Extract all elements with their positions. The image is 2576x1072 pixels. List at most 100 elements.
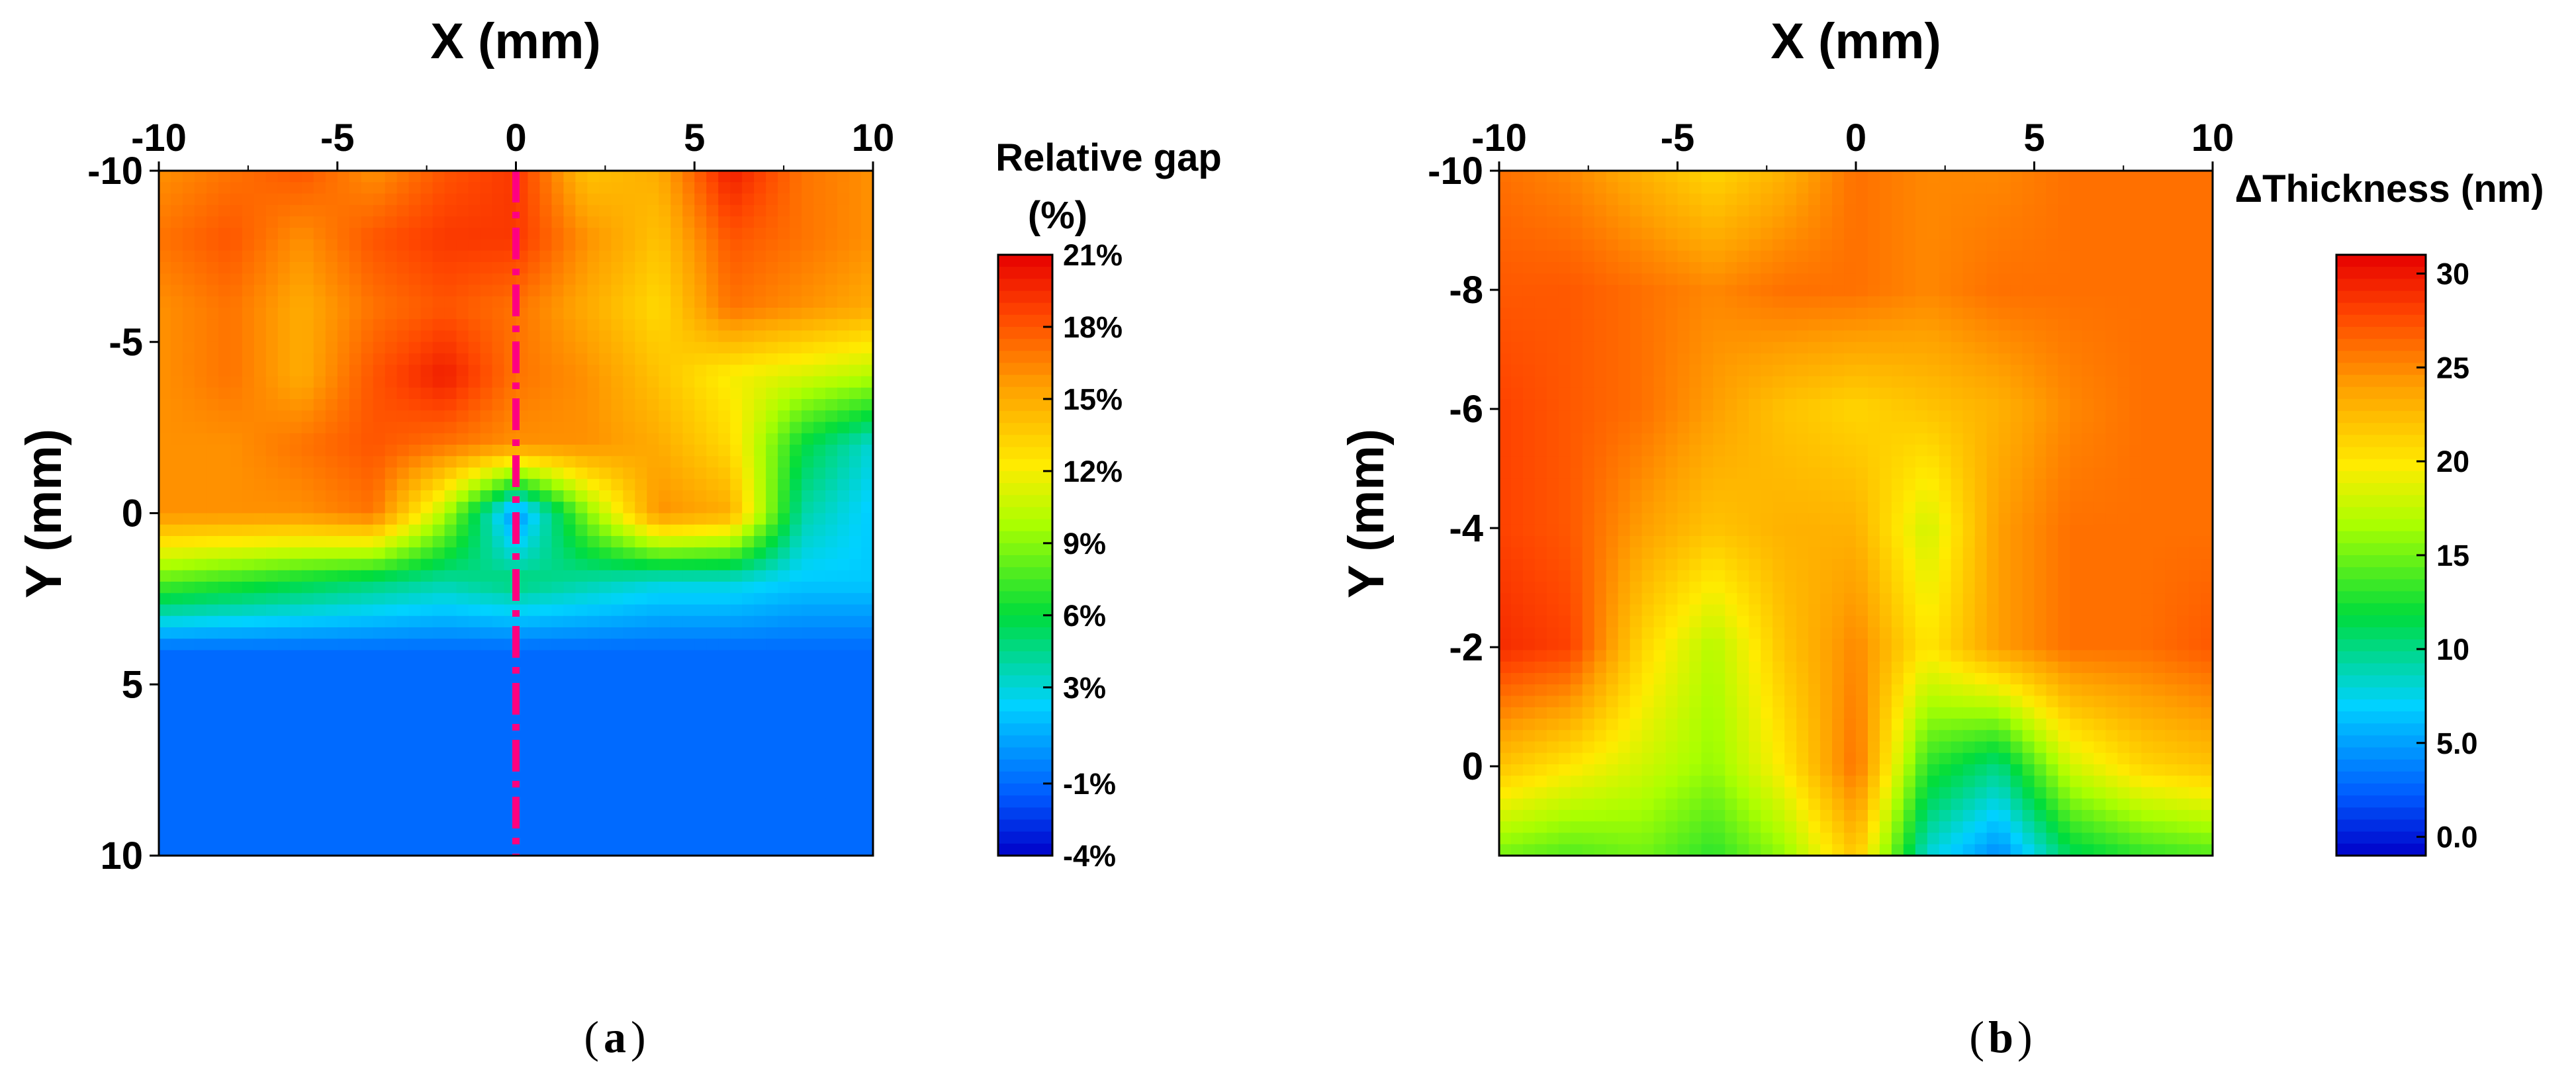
panel-a-heatmap-cell — [754, 193, 766, 206]
panel-a-heatmap-cell — [349, 262, 362, 275]
panel-b-heatmap-cell — [2117, 399, 2131, 412]
panel-a-heatmap-cell — [265, 787, 279, 799]
panel-b-heatmap-cell — [1784, 216, 1797, 229]
panel-a-heatmap-cell — [599, 707, 612, 719]
panel-a-colorbar-band — [998, 386, 1052, 400]
panel-a-heatmap-cell — [480, 547, 493, 560]
panel-a-heatmap-cell — [325, 308, 338, 320]
panel-a-heatmap-cell — [194, 456, 207, 469]
panel-b-heatmap-cell — [1522, 365, 1536, 377]
panel-a-heatmap-cell — [194, 433, 207, 445]
panel-b-heatmap-cell — [1761, 410, 1774, 423]
panel-a-heatmap-cell — [230, 821, 243, 834]
panel-a-heatmap-cell — [182, 387, 195, 400]
panel-a-heatmap-cell — [861, 741, 873, 754]
panel-a-heatmap-cell — [349, 764, 362, 777]
panel-b-heatmap-cell — [1665, 353, 1679, 366]
panel-a-heatmap-cell — [539, 604, 553, 617]
panel-a-heatmap-cell — [492, 319, 505, 332]
panel-a-heatmap-cell — [206, 798, 219, 811]
panel-a-colorbar-band — [998, 627, 1052, 640]
panel-a-heatmap-cell — [647, 341, 660, 354]
panel-b-heatmap-cell — [1653, 228, 1667, 240]
panel-a-heatmap-cell — [563, 502, 576, 514]
panel-a-heatmap-cell — [623, 730, 636, 742]
panel-a-heatmap-cell — [337, 832, 350, 845]
panel-a-heatmap-cell — [682, 330, 696, 343]
panel-a-heatmap-cell — [825, 308, 838, 320]
panel-a-heatmap-cell — [575, 752, 588, 765]
panel-a-heatmap-cell — [790, 308, 802, 320]
panel-a-heatmap-cell — [563, 547, 576, 560]
panel-a-heatmap-cell — [682, 341, 696, 354]
panel-a-heatmap-cell — [206, 308, 219, 320]
panel-a-heatmap-cell — [182, 171, 195, 183]
panel-a-heatmap-cell — [289, 445, 302, 457]
panel-b-heatmap-cell — [1772, 228, 1785, 240]
panel-a-heatmap-cell — [468, 228, 481, 240]
panel-a-heatmap-cell — [289, 467, 302, 480]
panel-b-heatmap-cell — [1713, 308, 1726, 320]
panel-a-heatmap-cell — [694, 593, 708, 605]
panel-a-heatmap-cell — [837, 445, 850, 457]
panel-a-heatmap-cell — [504, 330, 517, 343]
panel-a-heatmap-cell — [849, 684, 862, 697]
panel-a-heatmap-cell — [456, 456, 469, 469]
panel-a-heatmap-cell — [790, 273, 802, 286]
panel-a-heatmap-cell — [182, 182, 195, 195]
panel-b-heatmap-cell — [1701, 341, 1714, 354]
panel-a-colorbar-band — [998, 398, 1052, 412]
panel-a-heatmap-cell — [468, 787, 481, 799]
panel-a-heatmap-cell — [802, 661, 814, 674]
panel-a-heatmap-cell — [373, 467, 386, 480]
panel-a-heatmap-cell — [277, 513, 291, 525]
panel-a-heatmap-cell — [242, 490, 255, 503]
panel-a-heatmap-cell — [289, 273, 302, 286]
panel-a-heatmap-cell — [754, 650, 766, 662]
panel-b-heatmap-cell — [1808, 296, 1821, 308]
panel-a-heatmap-cell — [325, 821, 338, 834]
panel-b-heatmap-cell — [2082, 296, 2095, 308]
panel-a-colorbar-band — [998, 615, 1052, 628]
panel-a-heatmap-cell — [825, 547, 838, 560]
panel-a-heatmap-cell — [790, 536, 802, 549]
panel-a-heatmap-cell — [385, 262, 398, 275]
panel-a-heatmap-cell — [265, 308, 279, 320]
panel-a-heatmap-cell — [159, 228, 171, 240]
panel-a-heatmap-cell — [706, 582, 719, 594]
panel-a-heatmap-cell — [444, 776, 457, 788]
panel-a-heatmap-cell — [563, 604, 576, 617]
panel-b-heatmap-cell — [1594, 308, 1607, 320]
panel-a-heatmap-cell — [265, 582, 279, 594]
panel-a-heatmap-cell — [170, 844, 183, 856]
panel-a-heatmap-cell — [802, 844, 814, 856]
panel-a-heatmap-cell — [456, 467, 469, 480]
panel-a-heatmap-cell — [301, 730, 314, 742]
panel-a-heatmap-cell — [611, 741, 624, 754]
panel-a-heatmap-cell — [766, 764, 778, 777]
panel-a-heatmap-cell — [218, 798, 231, 811]
panel-b-heatmap-cell — [1998, 204, 2011, 217]
panel-a-heatmap-cell — [206, 673, 219, 686]
panel-b-heatmap-cell — [1582, 376, 1595, 388]
panel-b-heatmap-cell — [1796, 262, 1809, 275]
panel-a-heatmap-cell — [837, 615, 850, 628]
panel-b-heatmap-cell — [1998, 399, 2011, 412]
panel-a-heatmap-cell — [790, 832, 802, 845]
panel-a-heatmap-cell — [277, 673, 291, 686]
panel-a-heatmap-cell — [575, 239, 588, 251]
panel-a-heatmap-cell — [754, 615, 766, 628]
panel-a-heatmap-cell — [802, 524, 814, 537]
panel-b-heatmap-cell — [1796, 239, 1809, 251]
panel-a-heatmap-cell — [396, 684, 410, 697]
panel-b-heatmap-cell — [1606, 410, 1619, 423]
panel-b-heatmap-cell — [1772, 308, 1785, 320]
panel-a-heatmap-cell — [301, 376, 314, 388]
panel-a-heatmap-cell — [385, 593, 398, 605]
panel-b-heatmap-cell — [1665, 285, 1679, 297]
panel-a-heatmap-cell — [242, 832, 255, 845]
panel-b-heatmap-cell — [1630, 296, 1643, 308]
panel-a-heatmap-cell — [682, 456, 696, 469]
panel-a-heatmap-cell — [766, 752, 778, 765]
panel-b-heatmap-cell — [2082, 387, 2095, 400]
